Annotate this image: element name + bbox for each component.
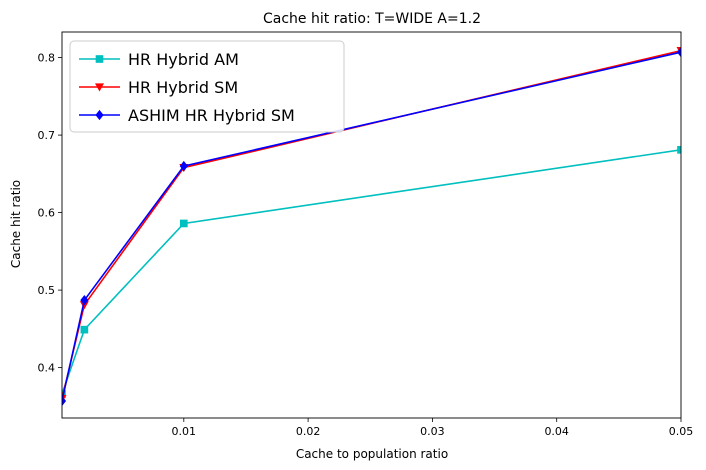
series-point	[80, 325, 89, 334]
series-point	[95, 55, 104, 63]
series-point	[95, 109, 104, 121]
legend-label: HR Hybrid AM	[128, 50, 239, 69]
x-tick-label: 0.02	[296, 425, 321, 438]
axes-frame	[61, 31, 682, 419]
y-tick-label: 0.7	[38, 129, 56, 142]
y-tick-label: 0.4	[38, 362, 56, 375]
series-point	[677, 145, 681, 154]
legend-label: ASHIM HR Hybrid SM	[128, 106, 295, 125]
x-tick-label: 0.03	[420, 425, 445, 438]
series-point	[62, 395, 67, 407]
series-hr-hybrid-am	[62, 145, 681, 398]
y-axis-label: Cache hit ratio	[9, 180, 23, 268]
series-ashim-hr-hybrid-sm	[62, 46, 681, 407]
series-point	[95, 83, 104, 92]
series-line	[62, 149, 681, 395]
y-tick-label: 0.5	[38, 284, 56, 297]
legend-entry: HR Hybrid SM	[79, 78, 238, 97]
series-point	[179, 160, 188, 172]
legend: HR Hybrid AM HR Hybrid SM ASHIM HR Hybrid …	[69, 40, 345, 133]
x-tick-label: 0.05	[669, 425, 694, 438]
x-axis-label: Cache to population ratio	[296, 447, 448, 461]
series-line	[62, 51, 681, 402]
plot-area	[62, 46, 681, 407]
series-point	[676, 46, 681, 58]
series-point	[179, 219, 188, 228]
series-point	[80, 295, 89, 306]
chart-title: Cache hit ratio: T=WIDE A=1.2	[263, 11, 481, 27]
x-tick-label: 0.01	[172, 425, 197, 438]
y-tick-label: 0.8	[38, 52, 56, 65]
axes: 0.01 0.02 0.03 0.04 0.05 0.4 0.5 0.6 0.7 0.8	[38, 31, 694, 438]
legend-entry: ASHIM HR Hybrid SM	[79, 106, 295, 125]
x-tick-label: 0.04	[544, 425, 569, 438]
legend-box	[69, 40, 345, 133]
legend-label: HR Hybrid SM	[128, 78, 238, 97]
y-tick-label: 0.6	[38, 207, 56, 220]
legend-entry: HR Hybrid AM	[79, 50, 239, 69]
